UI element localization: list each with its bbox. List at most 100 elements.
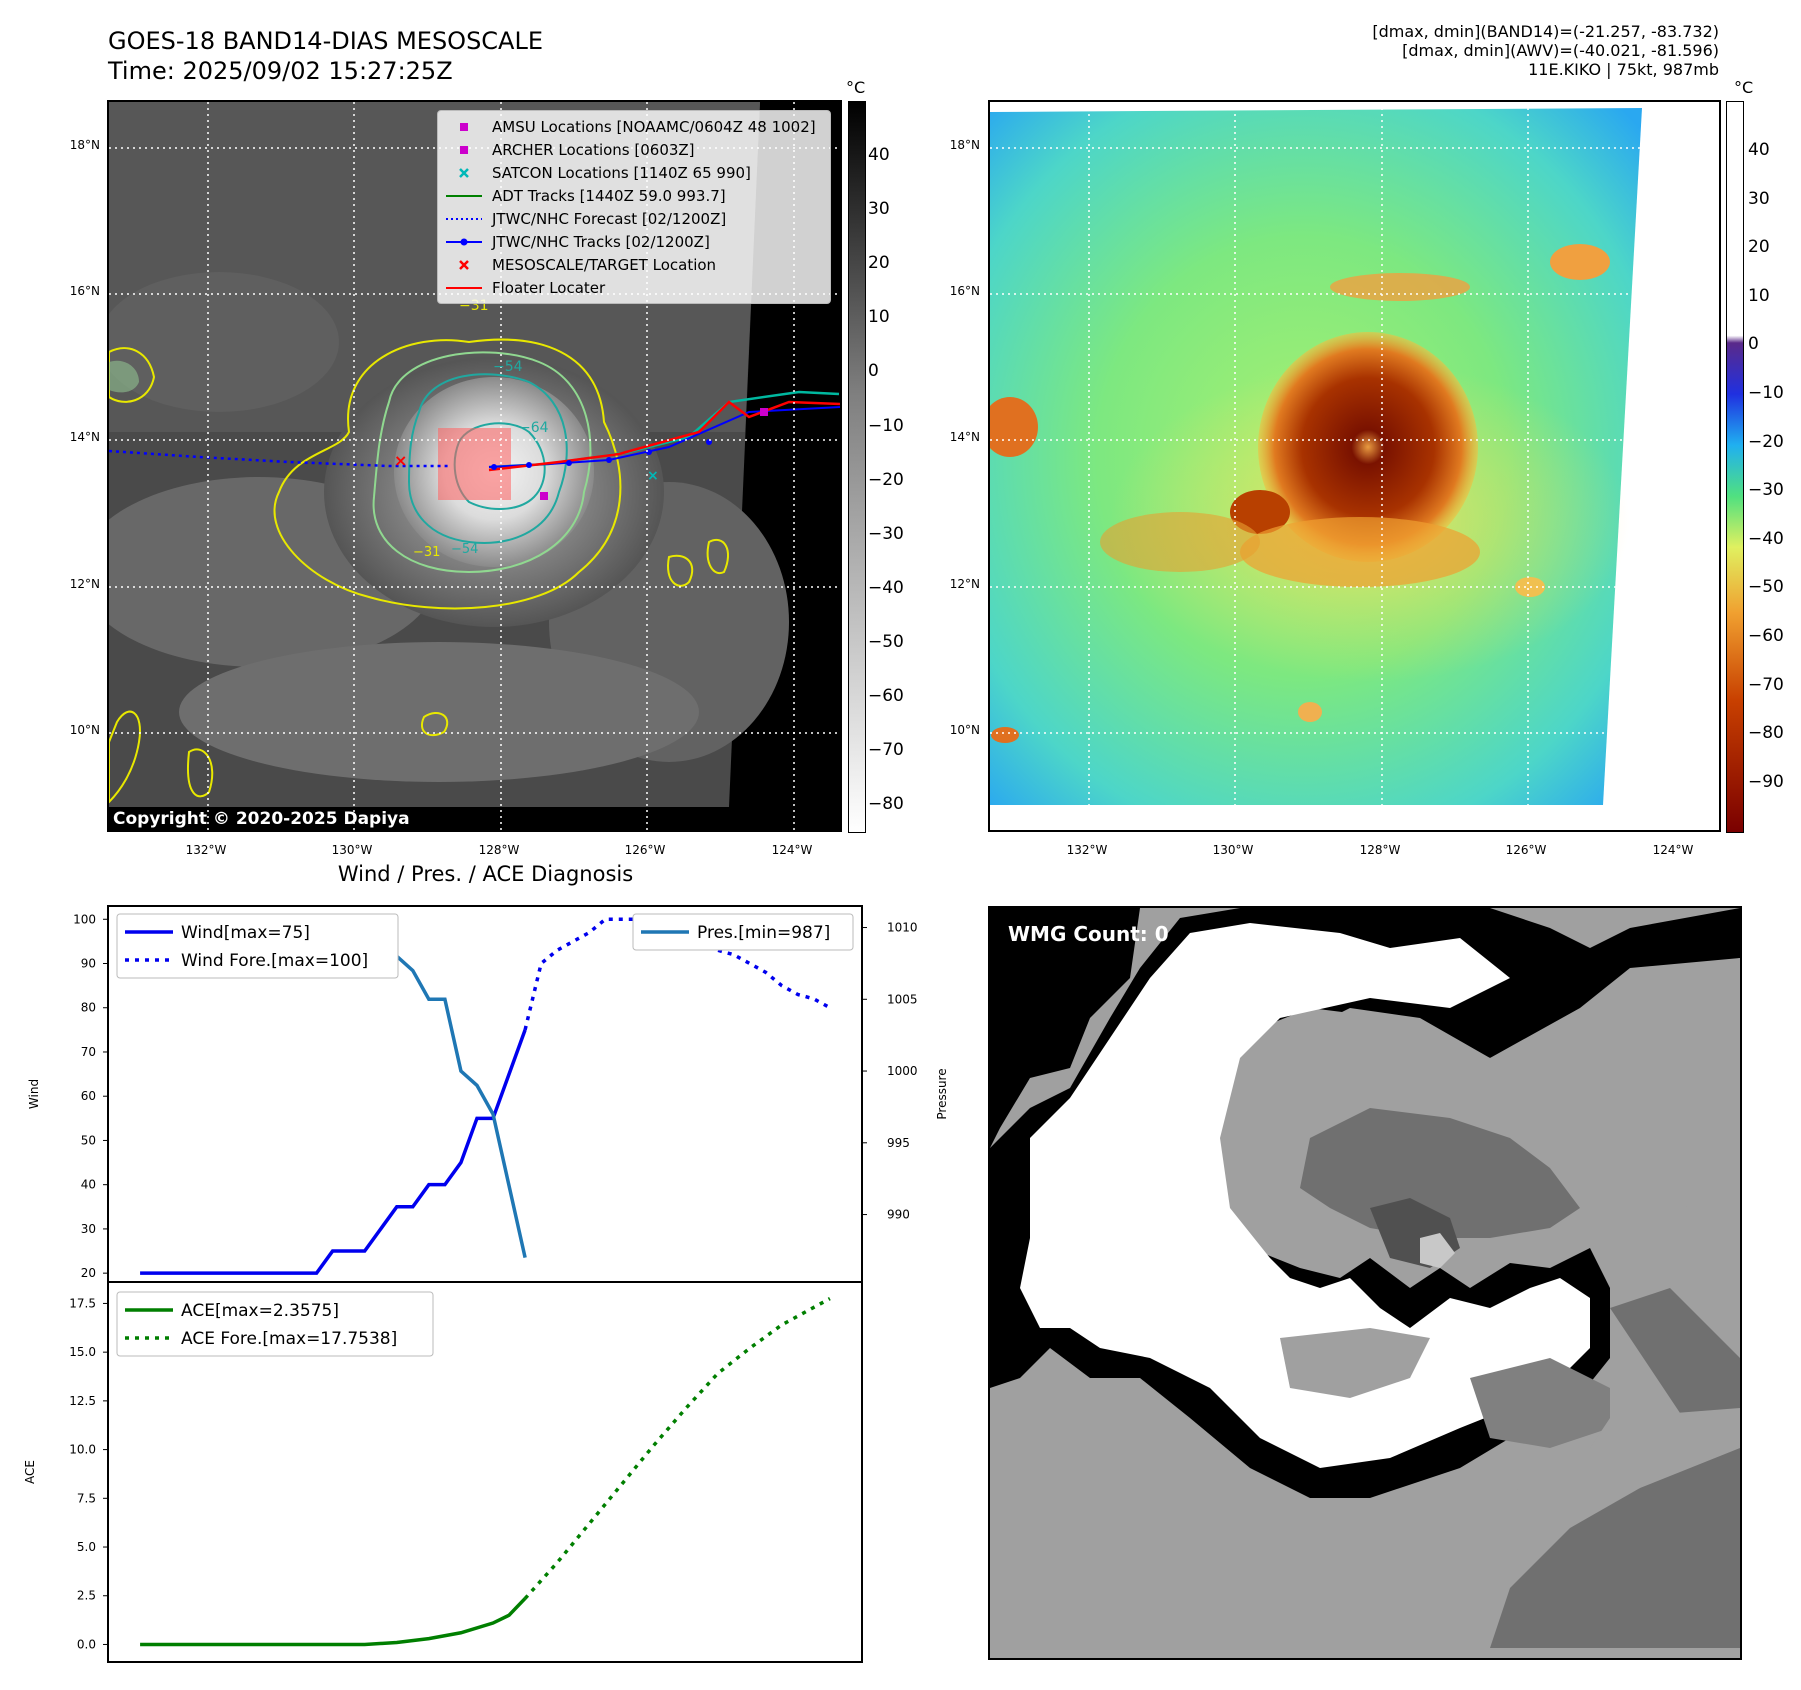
ace-tick-label: 12.5 bbox=[69, 1394, 96, 1408]
wmg-black-region bbox=[990, 908, 1140, 1148]
lat-label: 12°N bbox=[69, 577, 100, 591]
awv-storm-core bbox=[1258, 332, 1478, 562]
ace-tick-label: 15.0 bbox=[69, 1345, 96, 1359]
wind-tick-label: 50 bbox=[81, 1133, 96, 1147]
colorbar-tick: 30 bbox=[868, 199, 890, 220]
pressure-tick-label: 995 bbox=[887, 1136, 910, 1150]
ace-tick-label: 0.0 bbox=[77, 1637, 96, 1651]
lat-label: 12°N bbox=[949, 577, 980, 591]
lat-label: 16°N bbox=[949, 284, 980, 298]
amsu-marker bbox=[760, 408, 768, 416]
series-wind-fore- bbox=[523, 917, 831, 1031]
lat-label: 16°N bbox=[69, 284, 100, 298]
colorbar-tick: −50 bbox=[868, 631, 904, 652]
ace-axis-label: ACE bbox=[23, 1460, 37, 1484]
colorbar-tick: 0 bbox=[1748, 334, 1759, 355]
wind-tick-label: 60 bbox=[81, 1089, 96, 1103]
lat-label: 18°N bbox=[949, 138, 980, 152]
line-icon bbox=[446, 194, 482, 197]
legend-satcon: SATCON Locations [1140Z 65 990] bbox=[438, 161, 830, 184]
lon-label: 128°W bbox=[478, 843, 520, 857]
contour-label-5: −54 bbox=[451, 542, 479, 557]
lon-label: 124°W bbox=[1652, 843, 1694, 857]
title-line-1: GOES-18 BAND14-DIAS MESOSCALE bbox=[108, 27, 544, 55]
ir-map-panel: × × −31 −54 −64 −31 −54 AMSU Locations [… bbox=[107, 100, 842, 832]
lat-label: 10°N bbox=[69, 723, 100, 737]
lon-label: 132°W bbox=[185, 843, 227, 857]
lat-label: 10°N bbox=[949, 723, 980, 737]
pressure-axis-label: Pressure bbox=[935, 1068, 949, 1119]
legend-forecast: JTWC/NHC Forecast [02/1200Z] bbox=[438, 207, 830, 230]
mesoscale-box bbox=[438, 428, 511, 500]
ace-tick-label: 10.0 bbox=[69, 1443, 96, 1457]
satcon-marker: × bbox=[647, 468, 659, 484]
lon-label: 130°W bbox=[1212, 843, 1254, 857]
chart-frame bbox=[107, 905, 863, 1663]
wmg-count-label: WMG Count: 0 bbox=[1008, 922, 1169, 946]
ace-tick-label: 5.0 bbox=[77, 1540, 96, 1554]
colorbar-tick: 10 bbox=[1748, 285, 1770, 306]
figure-title: GOES-18 BAND14-DIAS MESOSCALE Time: 2025… bbox=[108, 26, 543, 86]
colorbar-tick: −80 bbox=[868, 794, 904, 815]
wind-tick-label: 70 bbox=[81, 1045, 96, 1059]
title-line-2: Time: 2025/09/02 15:27:25Z bbox=[108, 57, 453, 85]
colorbar-tick: −40 bbox=[1748, 528, 1784, 549]
square-marker-icon bbox=[460, 145, 468, 154]
pressure-legend-label: Pres.[min=987] bbox=[697, 923, 830, 943]
wind-legend bbox=[116, 913, 399, 979]
legend-archer: ARCHER Locations [0603Z] bbox=[438, 138, 830, 161]
mesoscale-target-marker: × bbox=[394, 451, 407, 470]
series-ace bbox=[140, 1597, 527, 1647]
colorbar-tick: −40 bbox=[868, 577, 904, 598]
colorbar-tick: 20 bbox=[868, 253, 890, 274]
colorbar-tick: 10 bbox=[868, 307, 890, 328]
lon-label: 124°W bbox=[771, 843, 813, 857]
contour-label-4: −31 bbox=[413, 545, 441, 560]
storm-info: [dmax, dmin](BAND14)=(-21.257, -83.732) … bbox=[1372, 22, 1719, 79]
pressure-tick-label: 990 bbox=[887, 1208, 910, 1222]
contour-minus-31 bbox=[273, 338, 622, 610]
ace-tick-label: 17.5 bbox=[69, 1296, 96, 1310]
colorbar-tick: −60 bbox=[1748, 626, 1784, 646]
colorbar-tick: −70 bbox=[868, 740, 904, 761]
contour-label-2: −54 bbox=[493, 359, 523, 375]
lat-label: 18°N bbox=[69, 138, 100, 152]
line-icon bbox=[446, 286, 482, 289]
wmg-dark-gray-region bbox=[1300, 1108, 1580, 1238]
lon-label: 126°W bbox=[1505, 843, 1547, 857]
colorbar-tick: −30 bbox=[868, 523, 904, 544]
colorbar-tick: 40 bbox=[868, 145, 890, 165]
pressure-tick-label: 1000 bbox=[887, 1064, 918, 1078]
colorbar-tick: 20 bbox=[1748, 237, 1770, 258]
legend-adt: ADT Tracks [1440Z 59.0 993.7] bbox=[438, 184, 830, 207]
colorbar-tick: −50 bbox=[1748, 577, 1784, 598]
wind-legend-label: Wind Fore.[max=100] bbox=[181, 951, 368, 971]
lon-label: 130°W bbox=[331, 843, 373, 857]
lon-label: 132°W bbox=[1066, 843, 1108, 857]
ace-tick-label: 7.5 bbox=[77, 1491, 96, 1505]
contour-label-3: −64 bbox=[519, 420, 549, 436]
colorbar-tick: 0 bbox=[868, 361, 879, 382]
colorbar-tick: −80 bbox=[1748, 723, 1784, 744]
wind-tick-label: 30 bbox=[81, 1222, 96, 1236]
colorbar-tick: 40 bbox=[1748, 140, 1770, 160]
colorbar-tick: 30 bbox=[1748, 188, 1770, 209]
colorbar-tick: −10 bbox=[868, 415, 904, 436]
wmg-panel: WMG Count: 0 bbox=[988, 906, 1742, 1660]
lon-label: 126°W bbox=[624, 843, 666, 857]
ir-legend: AMSU Locations [NOAAMC/0604Z 48 1002] AR… bbox=[437, 110, 831, 304]
ir-colorbar-unit: °C bbox=[846, 78, 866, 97]
pressure-legend bbox=[632, 913, 854, 951]
archer-marker bbox=[540, 492, 548, 500]
colorbar-tick: −20 bbox=[868, 469, 904, 490]
square-marker-icon bbox=[460, 122, 468, 131]
colorbar-tick: −30 bbox=[1748, 480, 1784, 501]
colorbar-tick: −70 bbox=[1748, 674, 1784, 695]
series-wind-link bbox=[491, 1029, 527, 1119]
x-marker-icon bbox=[459, 259, 469, 270]
colorbar-tick: −10 bbox=[1748, 383, 1784, 403]
ace-tick-label: 2.5 bbox=[77, 1589, 96, 1603]
x-marker-icon bbox=[459, 167, 469, 178]
series-ace-fore- bbox=[523, 1297, 831, 1600]
info-line-2: [dmax, dmin](AWV)=(-40.021, -81.596) bbox=[1402, 41, 1719, 60]
